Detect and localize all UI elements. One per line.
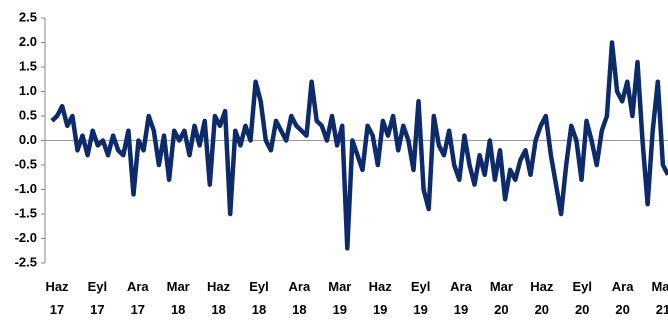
x-tick-year: 19 <box>333 302 347 317</box>
x-tick-label: Eyl 18 <box>249 279 269 317</box>
x-tick-year: 18 <box>171 302 185 317</box>
y-tick-label: 1.0 <box>19 83 37 98</box>
x-tick-year: 19 <box>454 302 468 317</box>
x-tick-label: Eyl 17 <box>88 279 108 317</box>
x-tick-year: 17 <box>50 302 64 317</box>
x-tick-label: Haz 20 <box>530 279 554 317</box>
x-tick-label: Ara 18 <box>289 279 311 317</box>
x-tick-month: Mar <box>490 279 513 294</box>
x-tick-month: Haz <box>530 279 554 294</box>
x-tick-month: Ara <box>612 279 634 294</box>
y-tick-label: 1.5 <box>19 58 37 73</box>
x-tick-year: 20 <box>535 302 549 317</box>
x-tick-month: Haz <box>45 279 69 294</box>
x-tick-label: Ara 19 <box>450 279 472 317</box>
x-tick-month: Haz <box>207 279 231 294</box>
x-tick-label: Haz 17 <box>45 279 69 317</box>
x-tick-year: 18 <box>252 302 266 317</box>
x-tick-year: 18 <box>211 302 225 317</box>
x-tick-label: Haz 19 <box>369 279 393 317</box>
x-tick-label: Ara 20 <box>612 279 634 317</box>
y-tick-label: 2.0 <box>19 34 37 49</box>
x-tick-label: Eyl 20 <box>572 279 592 317</box>
x-tick-year: 20 <box>615 302 629 317</box>
x-tick-year: 17 <box>90 302 104 317</box>
y-tick-label: -2.0 <box>15 230 37 245</box>
y-tick-label: -1.5 <box>15 205 37 220</box>
y-tick-label: -1.0 <box>15 181 37 196</box>
x-tick-year: 19 <box>373 302 387 317</box>
x-tick-year: 20 <box>575 302 589 317</box>
x-tick-label: Mar 19 <box>328 279 351 317</box>
y-tick-label: 0.0 <box>19 132 37 147</box>
y-tick-label: -2.5 <box>15 254 37 269</box>
x-tick-label: Ara 17 <box>127 279 149 317</box>
x-tick-month: Haz <box>369 279 393 294</box>
x-tick-month: Mar <box>328 279 351 294</box>
x-tick-year: 19 <box>413 302 427 317</box>
x-tick-label: Mar 18 <box>167 279 190 317</box>
data-line <box>50 40 668 251</box>
y-tick-label: 2.5 <box>19 9 37 24</box>
x-tick-year: 20 <box>494 302 508 317</box>
x-tick-label: Mar 20 <box>490 279 513 317</box>
x-tick-month: Ara <box>450 279 472 294</box>
x-tick-label: Haz 18 <box>207 279 231 317</box>
x-tick-label: Eyl 19 <box>411 279 431 317</box>
x-tick-month: Mar <box>167 279 190 294</box>
x-tick-month: Eyl <box>411 279 431 294</box>
x-tick-month: Ara <box>127 279 149 294</box>
x-tick-month: Mar <box>651 279 668 294</box>
x-tick-month: Ara <box>289 279 311 294</box>
x-tick-month: Eyl <box>249 279 269 294</box>
x-tick-label: Mar 21 <box>651 279 668 317</box>
y-tick-label: -0.5 <box>15 156 37 171</box>
y-tick-label: 0.5 <box>19 107 37 122</box>
x-tick-month: Eyl <box>88 279 108 294</box>
x-tick-year: 17 <box>131 302 145 317</box>
x-tick-month: Eyl <box>572 279 592 294</box>
x-tick-year: 21 <box>656 302 668 317</box>
x-tick-year: 18 <box>292 302 306 317</box>
